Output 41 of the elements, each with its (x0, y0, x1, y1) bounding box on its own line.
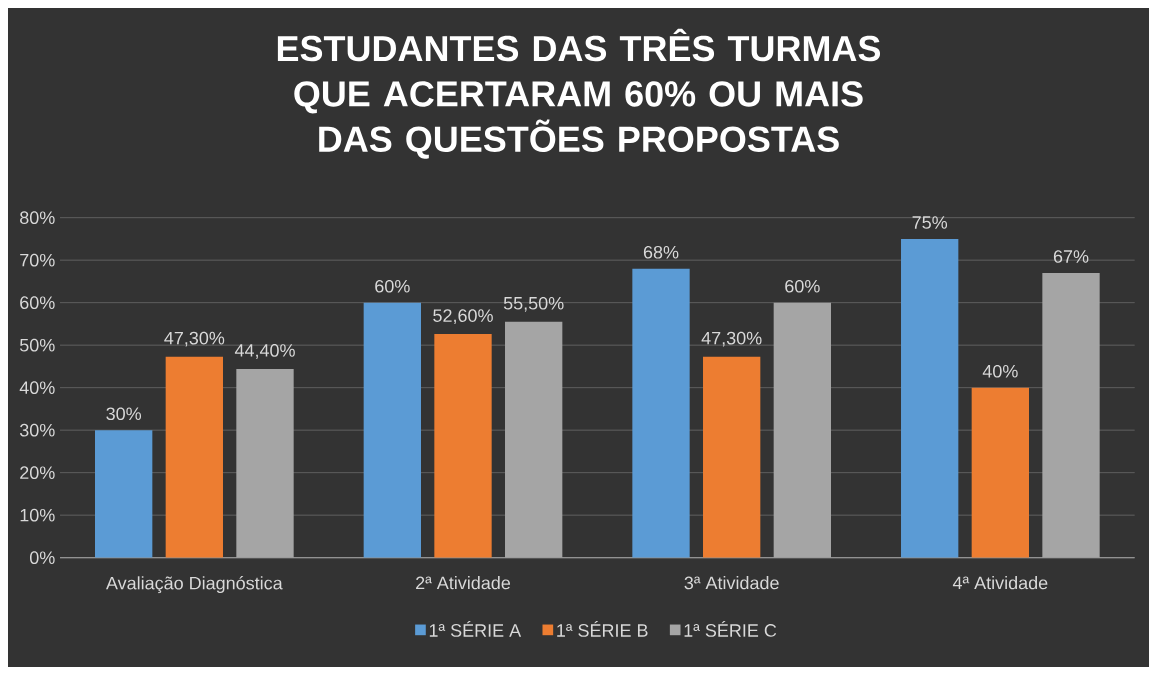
x-tick-label: 4ª Atividade (952, 576, 1048, 590)
bar (434, 334, 492, 558)
x-tick-label: 2ª Atividade (416, 576, 511, 590)
y-tick-label: 80% (20, 211, 55, 225)
bar (165, 356, 223, 558)
data-label: 75% (912, 216, 948, 229)
y-tick-label: 20% (20, 466, 55, 480)
bar (773, 302, 832, 558)
y-tick-label: 60% (20, 296, 55, 310)
legend-label: 1ª SÉRIE B (557, 621, 648, 637)
x-tick-label: 3ª Atividade (684, 576, 779, 590)
data-label: 30% (106, 407, 142, 421)
bar (236, 368, 294, 558)
chart-title: ESTUDANTES DAS TRÊS TURMAS QUE ACERTARAM 60% OU MAIS DAS QUESTÕES PROPOSTAS (277, 28, 881, 159)
data-label: 67% (1053, 250, 1089, 263)
data-label: 40% (982, 364, 1018, 378)
y-tick-label: 50% (19, 338, 55, 352)
bar (703, 356, 761, 558)
bar (95, 430, 153, 558)
y-tick-label: 40% (19, 381, 55, 395)
x-tick-label: Avaliação Diagnóstica (105, 576, 283, 594)
data-label: 47,30% (701, 331, 762, 347)
bar (971, 387, 1030, 558)
data-label: 44,40% (234, 344, 295, 359)
bar (1042, 272, 1100, 558)
data-label: 52,60% (433, 309, 493, 325)
bar (505, 321, 563, 558)
legend-label: 1ª SÉRIE C (684, 621, 777, 637)
data-label: 55,50% (503, 296, 564, 312)
bar (363, 302, 421, 558)
y-tick-label: 30% (19, 423, 55, 437)
bar (632, 268, 690, 558)
y-tick-label: 10% (20, 508, 55, 522)
y-tick-label: 70% (20, 253, 55, 267)
data-label: 60% (375, 279, 410, 293)
legend-label: 1ª SÉRIE A (429, 621, 522, 637)
bar (901, 238, 959, 558)
data-label: 60% (785, 279, 820, 293)
y-tick-label: 0% (29, 551, 55, 565)
data-label: 68% (643, 245, 679, 259)
data-label: 47,30% (164, 331, 225, 347)
